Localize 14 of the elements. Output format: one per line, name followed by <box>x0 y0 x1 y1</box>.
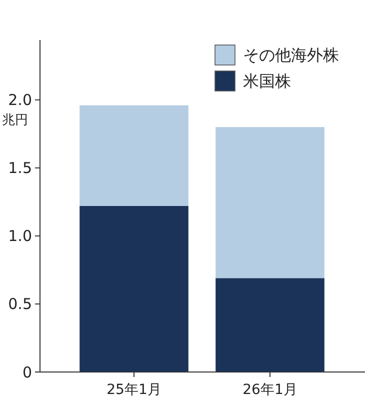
y-tick-label: 0 <box>22 363 32 382</box>
x-tick-label: 25年1月 <box>106 382 162 398</box>
bar <box>80 105 188 206</box>
y-tick-label: 0.5 <box>8 295 32 314</box>
bar <box>216 127 324 278</box>
x-tick-label: 26年1月 <box>242 382 298 398</box>
y-tick-label: 1.5 <box>8 159 32 178</box>
y-tick-label: 2.0 <box>8 91 32 110</box>
bar <box>80 206 188 372</box>
y-axis-title: 兆円 <box>2 112 28 128</box>
y-tick-label: 1.0 <box>8 227 32 246</box>
bar <box>216 278 324 372</box>
legend-label: その他海外株 <box>243 46 339 65</box>
legend-label: 米国株 <box>243 72 291 91</box>
